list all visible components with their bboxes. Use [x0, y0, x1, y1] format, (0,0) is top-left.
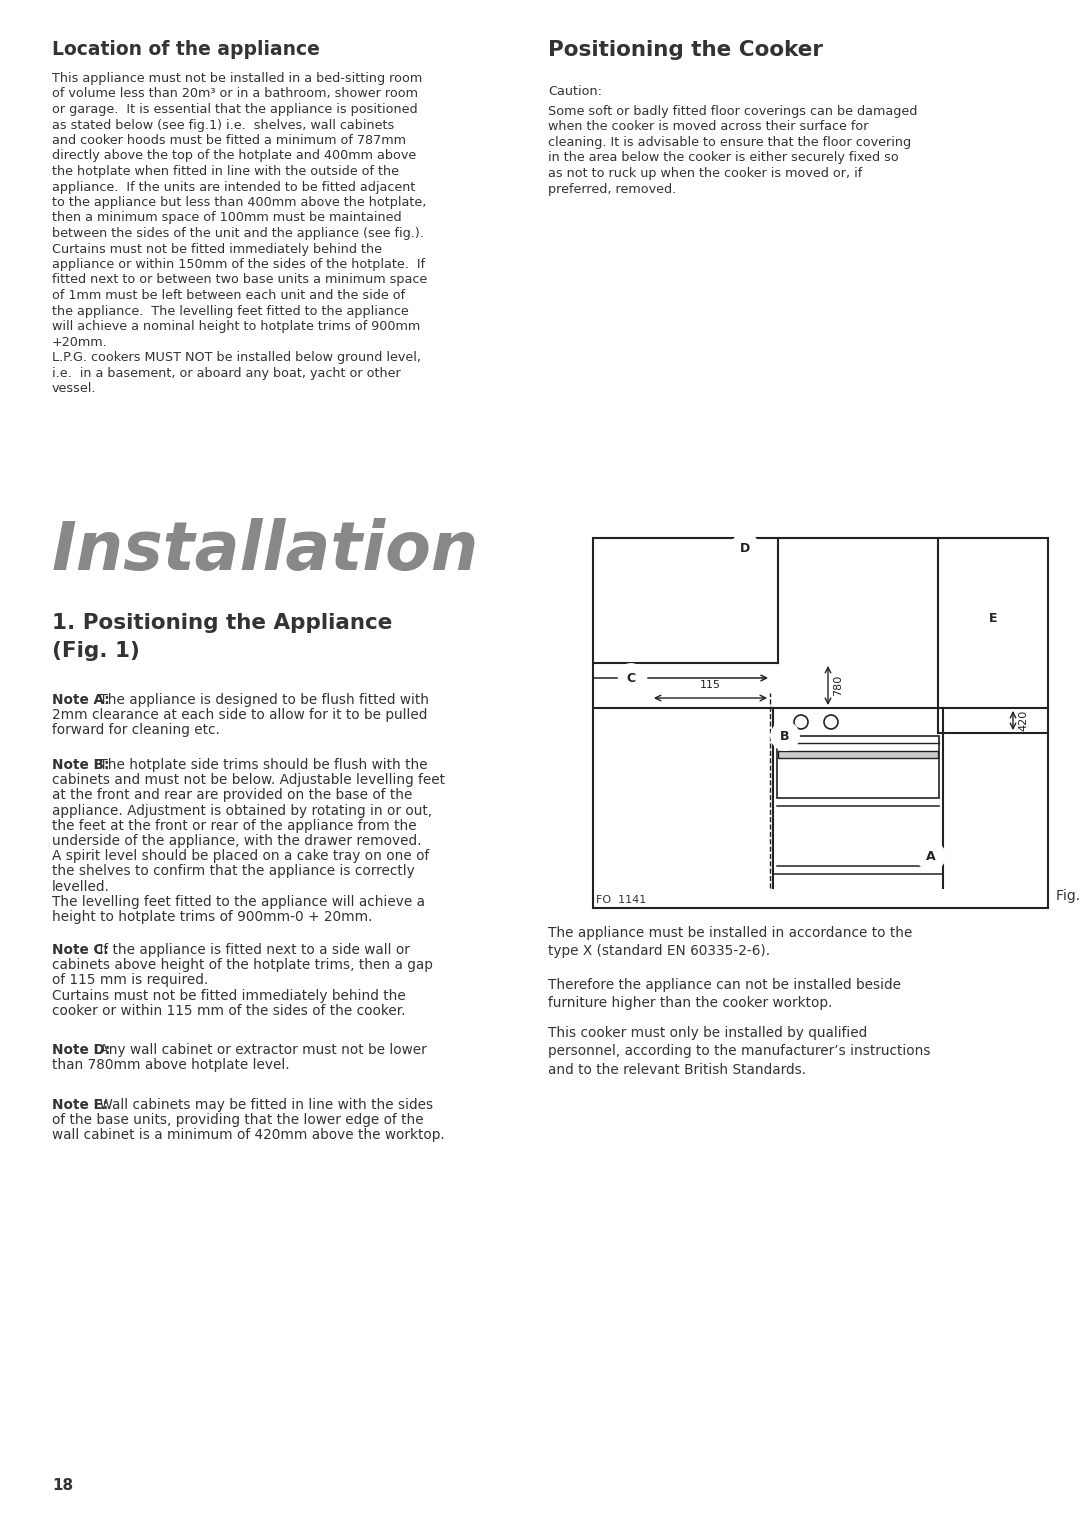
- Text: when the cooker is moved across their surface for: when the cooker is moved across their su…: [548, 121, 868, 133]
- Text: +20mm.: +20mm.: [52, 336, 108, 348]
- Text: of 1mm must be left between each unit and the side of: of 1mm must be left between each unit an…: [52, 289, 405, 303]
- Text: then a minimum space of 100mm must be maintained: then a minimum space of 100mm must be ma…: [52, 211, 402, 225]
- Text: L.P.G. cookers MUST NOT be installed below ground level,: L.P.G. cookers MUST NOT be installed bel…: [52, 351, 421, 364]
- Text: Installation: Installation: [52, 518, 480, 584]
- Text: the appliance.  The levelling feet fitted to the appliance: the appliance. The levelling feet fitted…: [52, 304, 408, 318]
- Text: This appliance must not be installed in a bed-sitting room: This appliance must not be installed in …: [52, 72, 422, 86]
- Circle shape: [617, 665, 645, 692]
- Text: will achieve a nominal height to hotplate trims of 900mm: will achieve a nominal height to hotplat…: [52, 319, 420, 333]
- Text: 18: 18: [52, 1478, 73, 1493]
- Text: C: C: [626, 671, 635, 685]
- Text: underside of the appliance, with the drawer removed.: underside of the appliance, with the dra…: [52, 834, 421, 848]
- Text: at the front and rear are provided on the base of the: at the front and rear are provided on th…: [52, 788, 413, 802]
- Text: cabinets and must not be below. Adjustable levelling feet: cabinets and must not be below. Adjustab…: [52, 773, 445, 787]
- Text: the shelves to confirm that the appliance is correctly: the shelves to confirm that the applianc…: [52, 865, 415, 879]
- Text: to the appliance but less than 400mm above the hotplate,: to the appliance but less than 400mm abo…: [52, 196, 427, 209]
- Text: Note B:: Note B:: [52, 758, 109, 772]
- Text: preferred, removed.: preferred, removed.: [548, 182, 676, 196]
- Text: height to hotplate trims of 900mm-0 + 20mm.: height to hotplate trims of 900mm-0 + 20…: [52, 911, 373, 924]
- Bar: [777, 736, 939, 798]
- Text: Fig. 1: Fig. 1: [1056, 889, 1080, 903]
- Text: Some soft or badly fitted floor coverings can be damaged: Some soft or badly fitted floor covering…: [548, 105, 917, 118]
- Text: the hotplate when fitted in line with the outside of the: the hotplate when fitted in line with th…: [52, 165, 399, 177]
- Bar: [778, 750, 939, 758]
- Text: The levelling feet fitted to the appliance will achieve a: The levelling feet fitted to the applian…: [52, 895, 426, 909]
- Text: E: E: [989, 611, 997, 625]
- Text: Note E:: Note E:: [52, 1099, 108, 1112]
- Text: Location of the appliance: Location of the appliance: [52, 40, 320, 60]
- Text: forward for cleaning etc.: forward for cleaning etc.: [52, 723, 220, 738]
- Text: The appliance is designed to be flush fitted with: The appliance is designed to be flush fi…: [95, 694, 429, 707]
- Circle shape: [771, 723, 799, 750]
- Text: as stated below (see fig.1) i.e.  shelves, wall cabinets: as stated below (see fig.1) i.e. shelves…: [52, 119, 394, 131]
- Text: This cooker must only be installed by qualified
personnel, according to the manu: This cooker must only be installed by qu…: [548, 1025, 931, 1077]
- Text: Positioning the Cooker: Positioning the Cooker: [548, 40, 823, 60]
- Circle shape: [917, 842, 945, 869]
- Text: A spirit level should be placed on a cake tray on one of: A spirit level should be placed on a cak…: [52, 850, 429, 863]
- Text: wall cabinet is a minimum of 420mm above the worktop.: wall cabinet is a minimum of 420mm above…: [52, 1128, 445, 1143]
- Text: FO  1141: FO 1141: [596, 895, 646, 905]
- Text: Any wall cabinet or extractor must not be lower: Any wall cabinet or extractor must not b…: [95, 1044, 427, 1057]
- Text: 115: 115: [700, 680, 721, 691]
- Text: Note D:: Note D:: [52, 1044, 110, 1057]
- Text: 1. Positioning the Appliance: 1. Positioning the Appliance: [52, 613, 392, 633]
- Text: between the sides of the unit and the appliance (see fig.).: between the sides of the unit and the ap…: [52, 228, 423, 240]
- Text: B: B: [780, 729, 789, 743]
- Text: 420: 420: [1018, 711, 1028, 730]
- Text: directly above the top of the hotplate and 400mm above: directly above the top of the hotplate a…: [52, 150, 416, 162]
- Text: cooker or within 115 mm of the sides of the cooker.: cooker or within 115 mm of the sides of …: [52, 1004, 405, 1018]
- Text: Curtains must not be fitted immediately behind the: Curtains must not be fitted immediately …: [52, 989, 406, 1002]
- Text: and cooker hoods must be fitted a minimum of 787mm: and cooker hoods must be fitted a minimu…: [52, 134, 406, 147]
- Text: 2mm clearance at each side to allow for it to be pulled: 2mm clearance at each side to allow for …: [52, 707, 428, 723]
- Text: of the base units, providing that the lower edge of the: of the base units, providing that the lo…: [52, 1114, 423, 1128]
- Text: vessel.: vessel.: [52, 382, 96, 396]
- Text: Curtains must not be fitted immediately behind the: Curtains must not be fitted immediately …: [52, 243, 382, 255]
- Text: D: D: [740, 541, 751, 555]
- Text: Therefore the appliance can not be installed beside
furniture higher than the co: Therefore the appliance can not be insta…: [548, 978, 901, 1010]
- Text: of 115 mm is required.: of 115 mm is required.: [52, 973, 208, 987]
- Text: Wall cabinets may be fitted in line with the sides: Wall cabinets may be fitted in line with…: [95, 1099, 433, 1112]
- Text: levelled.: levelled.: [52, 880, 110, 894]
- Text: 780: 780: [833, 675, 843, 697]
- Text: The hotplate side trims should be flush with the: The hotplate side trims should be flush …: [95, 758, 428, 772]
- Text: fitted next to or between two base units a minimum space: fitted next to or between two base units…: [52, 274, 428, 287]
- Text: appliance or within 150mm of the sides of the hotplate.  If: appliance or within 150mm of the sides o…: [52, 258, 426, 270]
- Text: A: A: [927, 850, 935, 862]
- Text: as not to ruck up when the cooker is moved or, if: as not to ruck up when the cooker is mov…: [548, 167, 862, 180]
- Text: appliance.  If the units are intended to be fitted adjacent: appliance. If the units are intended to …: [52, 180, 416, 194]
- Text: i.e.  in a basement, or aboard any boat, yacht or other: i.e. in a basement, or aboard any boat, …: [52, 367, 401, 379]
- Text: (Fig. 1): (Fig. 1): [52, 642, 140, 662]
- Text: than 780mm above hotplate level.: than 780mm above hotplate level.: [52, 1059, 289, 1073]
- Circle shape: [731, 533, 759, 562]
- Text: appliance. Adjustment is obtained by rotating in or out,: appliance. Adjustment is obtained by rot…: [52, 804, 432, 817]
- Text: Note C:: Note C:: [52, 943, 109, 957]
- Text: Caution:: Caution:: [548, 86, 602, 98]
- Text: or garage.  It is essential that the appliance is positioned: or garage. It is essential that the appl…: [52, 102, 418, 116]
- Bar: [593, 538, 1048, 908]
- Text: The appliance must be installed in accordance to the
type X (standard EN 60335-2: The appliance must be installed in accor…: [548, 926, 913, 958]
- Text: in the area below the cooker is either securely fixed so: in the area below the cooker is either s…: [548, 151, 899, 165]
- Text: Note A:: Note A:: [52, 694, 110, 707]
- Text: cleaning. It is advisable to ensure that the floor covering: cleaning. It is advisable to ensure that…: [548, 136, 912, 150]
- Text: the feet at the front or rear of the appliance from the: the feet at the front or rear of the app…: [52, 819, 417, 833]
- Text: cabinets above height of the hotplate trims, then a gap: cabinets above height of the hotplate tr…: [52, 958, 433, 972]
- Text: of volume less than 20m³ or in a bathroom, shower room: of volume less than 20m³ or in a bathroo…: [52, 87, 418, 101]
- Circle shape: [978, 604, 1007, 633]
- Text: If the appliance is fitted next to a side wall or: If the appliance is fitted next to a sid…: [95, 943, 409, 957]
